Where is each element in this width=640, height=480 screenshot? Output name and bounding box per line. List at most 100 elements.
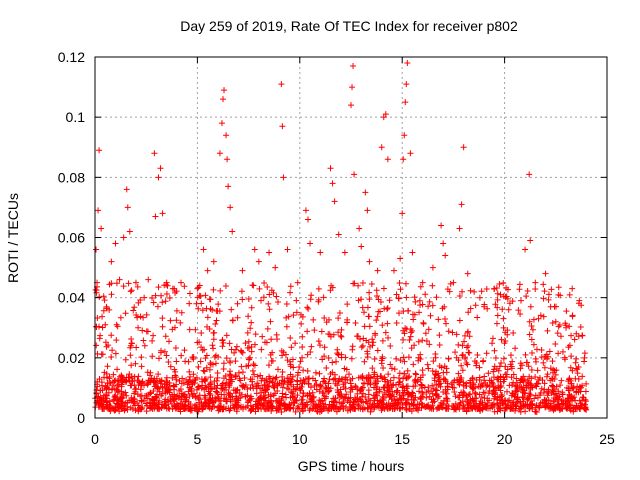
data-point-background xyxy=(569,312,576,319)
data-point-background xyxy=(113,337,120,344)
data-point-background xyxy=(384,320,391,327)
data-point-background xyxy=(265,300,272,307)
data-point-background xyxy=(309,375,316,382)
data-point-background xyxy=(456,317,463,324)
data-point-background xyxy=(206,366,213,373)
data-point-background xyxy=(256,400,263,407)
data-point xyxy=(481,303,488,310)
data-point-background xyxy=(499,398,506,405)
data-point-background xyxy=(331,375,338,382)
data-point-background xyxy=(498,336,505,343)
data-point-background xyxy=(576,383,583,390)
data-point-background xyxy=(439,305,446,312)
data-point-background xyxy=(375,296,382,303)
data-point-background xyxy=(153,394,160,401)
data-point xyxy=(348,102,354,109)
data-point-background xyxy=(517,399,524,406)
data-point-background xyxy=(337,404,344,411)
data-point-background xyxy=(234,314,241,321)
data-point-background xyxy=(233,343,240,350)
data-point-background xyxy=(419,337,426,344)
data-point-background xyxy=(321,353,328,360)
data-point-background xyxy=(542,396,549,403)
data-point-background xyxy=(173,307,180,314)
data-point xyxy=(527,237,534,244)
data-point-background xyxy=(293,297,300,304)
data-point-background xyxy=(298,320,305,327)
data-point-background xyxy=(554,404,561,411)
data-point-background xyxy=(427,404,434,411)
data-point-background xyxy=(464,401,471,408)
data-point-background xyxy=(403,294,410,301)
data-point-background xyxy=(436,341,443,348)
data-point-background xyxy=(467,287,474,294)
data-point-background xyxy=(542,404,549,411)
data-point-background xyxy=(311,327,318,334)
data-point-background xyxy=(483,350,490,357)
data-point-background xyxy=(321,344,328,351)
data-point-background xyxy=(191,402,198,409)
data-point-background xyxy=(228,306,235,313)
data-point-background xyxy=(186,384,193,391)
data-point-background xyxy=(165,387,172,394)
data-point xyxy=(400,156,407,163)
data-point-background xyxy=(546,348,553,355)
data-point-background xyxy=(374,378,381,385)
data-point-background xyxy=(411,311,418,318)
data-point-background xyxy=(271,384,278,391)
data-point-background xyxy=(290,312,297,319)
data-point-background xyxy=(259,384,266,391)
data-point-background xyxy=(509,389,516,396)
data-point-background xyxy=(96,335,103,342)
data-point-background xyxy=(181,283,188,290)
data-point-background xyxy=(510,330,517,337)
data-point-background xyxy=(194,339,201,346)
data-point-background xyxy=(568,353,575,360)
data-point-background xyxy=(245,295,252,302)
data-point-background xyxy=(387,402,394,409)
data-point-background xyxy=(405,307,412,314)
data-point-background xyxy=(226,371,233,378)
data-point-background xyxy=(374,313,381,320)
data-point-background xyxy=(210,345,217,352)
data-point-background xyxy=(494,304,501,311)
data-point xyxy=(464,270,471,277)
data-point-background xyxy=(138,354,145,361)
data-point-background xyxy=(315,338,322,345)
data-point-background xyxy=(526,318,533,325)
data-point-background xyxy=(418,382,425,389)
data-point-background xyxy=(515,307,522,314)
data-point-background xyxy=(523,359,530,366)
data-point-background xyxy=(459,288,466,295)
data-point-background xyxy=(320,405,327,412)
data-point-background xyxy=(550,388,557,395)
data-point-background xyxy=(173,400,180,407)
data-point xyxy=(120,234,127,241)
data-point-background xyxy=(525,363,532,370)
data-point xyxy=(178,279,185,286)
data-point-background xyxy=(582,388,589,395)
data-point-background xyxy=(118,399,125,406)
data-point-background xyxy=(248,343,255,350)
data-point-background xyxy=(452,400,459,407)
data-point-background xyxy=(440,369,447,376)
data-point-background xyxy=(516,383,523,390)
data-point-background xyxy=(192,326,199,333)
data-point-background xyxy=(138,363,145,370)
data-point-background xyxy=(469,374,476,381)
data-point-background xyxy=(455,394,462,401)
data-point-background xyxy=(425,326,432,333)
data-point-background xyxy=(285,386,292,393)
data-point-background xyxy=(500,324,507,331)
data-point-background xyxy=(267,318,274,325)
data-point-background xyxy=(572,375,579,382)
data-point-background xyxy=(99,382,106,389)
data-point-background xyxy=(269,349,276,356)
data-point-background xyxy=(397,357,404,364)
data-point-background xyxy=(109,347,116,354)
data-point-background xyxy=(220,360,227,367)
data-point-background xyxy=(429,302,436,309)
data-point xyxy=(399,210,406,217)
data-point-background xyxy=(158,347,165,354)
data-point-background xyxy=(155,385,162,392)
